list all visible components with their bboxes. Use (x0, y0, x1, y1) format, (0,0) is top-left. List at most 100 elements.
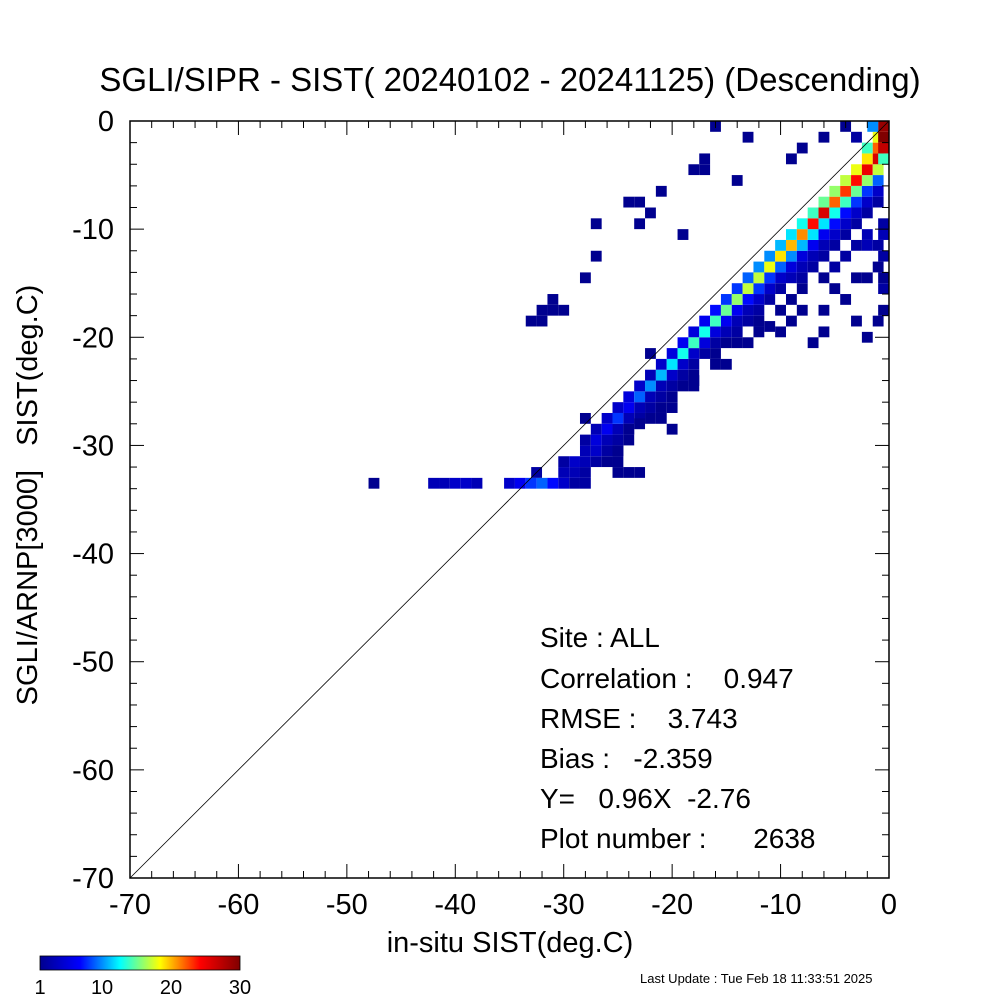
heatmap-cell (753, 283, 765, 295)
heatmap-cell (753, 315, 765, 327)
heatmap-cell (796, 142, 808, 154)
heatmap-cell (731, 175, 743, 186)
heatmap-cell (764, 250, 776, 262)
chart-title: SGLI/SIPR - SIST( 20240102 - 20241125) (… (99, 61, 920, 98)
heatmap-cell (677, 348, 689, 359)
heatmap-cell (775, 304, 786, 316)
heatmap-cell (829, 261, 841, 273)
heatmap-cell (688, 369, 700, 381)
x-axis-label: in-situ SIST(deg.C) (387, 927, 634, 959)
heatmap-cell (861, 331, 873, 343)
heatmap-cell (634, 391, 646, 403)
heatmap-cell (645, 369, 656, 381)
heatmap-cell (878, 250, 889, 262)
heatmap-cell (872, 196, 884, 208)
heatmap-cell (623, 196, 635, 208)
stat-plot-number: Plot number : 2638 (540, 823, 816, 854)
heatmap-cell (872, 261, 884, 273)
y-tick-label: -50 (72, 647, 114, 679)
heatmap-cell (785, 315, 797, 327)
heatmap-cell (785, 250, 797, 262)
heatmap-cell (807, 250, 819, 262)
heatmap-cell (368, 477, 380, 489)
heatmap-cell (796, 239, 808, 251)
colorbar-tick-label: 20 (160, 977, 182, 999)
heatmap-cell (579, 434, 591, 446)
heatmap-cell (655, 358, 667, 370)
heatmap-cell (861, 229, 873, 240)
heatmap-cell (623, 402, 635, 413)
heatmap-cell (861, 164, 873, 176)
heatmap-cell (590, 434, 602, 446)
heatmap-cell (699, 315, 711, 327)
heatmap-cell (688, 348, 700, 359)
heatmap-cell (764, 294, 776, 305)
heatmap-cell (590, 423, 602, 435)
heatmap-cell (666, 423, 678, 435)
heatmap-cell (818, 218, 830, 230)
heatmap-cell (742, 304, 754, 316)
major-ticks (129, 120, 890, 879)
heatmap-cell (634, 196, 646, 208)
x-tick-label: -50 (326, 889, 368, 921)
heatmap-cell (764, 261, 776, 273)
heatmap-cell (829, 283, 841, 295)
heatmap-cell (525, 315, 537, 327)
heatmap-cell (775, 272, 786, 284)
heatmap-cell (840, 207, 852, 219)
heatmap-cell (710, 304, 721, 316)
heatmap-cell (796, 261, 808, 273)
heatmap-cell (710, 358, 721, 370)
heatmap-cell (807, 218, 819, 230)
heatmap-cell (867, 121, 879, 132)
heatmap-cell (753, 294, 765, 305)
heatmap-cell (666, 391, 678, 403)
heatmap-cell (878, 218, 889, 230)
heatmap-cell (796, 304, 808, 316)
heatmap-cell (872, 239, 884, 251)
heatmap-cell (590, 218, 602, 230)
stat-site: Site : ALL (540, 622, 660, 653)
heatmap-cell (601, 456, 613, 468)
heatmap-cell (677, 229, 689, 240)
heatmap-cell (878, 142, 889, 154)
heatmap-cell (742, 315, 754, 327)
heatmap-cell (558, 456, 570, 468)
heatmap-cell (449, 477, 461, 489)
colorbar-tick-labels: 1 10 20 30 (34, 977, 251, 999)
heatmap-cell (720, 337, 732, 349)
heatmap-cell (536, 477, 548, 489)
heatmap-cell (471, 477, 483, 489)
heatmap-cell (829, 239, 841, 251)
y-tick-labels: 0 -10 -20 -30 -40 -50 -60 -70 (72, 106, 114, 895)
heatmap-cell (634, 380, 646, 392)
heatmap-cell (677, 369, 689, 381)
heatmap-cell (807, 337, 819, 349)
heatmap-cell (536, 304, 548, 316)
stat-rmse: RMSE : 3.743 (540, 703, 738, 734)
heatmap-cells (368, 121, 889, 489)
heatmap-cell (775, 239, 786, 251)
heatmap-cell (861, 142, 873, 154)
heatmap-cell (579, 445, 591, 457)
heatmap-cell (878, 229, 889, 240)
heatmap-cell (645, 348, 656, 359)
heatmap-cell (699, 326, 711, 338)
heatmap-cell (504, 477, 515, 489)
heatmap-cell (861, 153, 873, 165)
heatmap-cell (612, 412, 624, 424)
heatmap-cell (677, 380, 689, 392)
heatmap-cell (818, 196, 830, 208)
heatmap-cell (623, 423, 635, 435)
x-tick-label: -40 (434, 889, 476, 921)
heatmap-cell (872, 185, 884, 197)
heatmap-cell (840, 196, 852, 208)
heatmap-cell (851, 175, 862, 186)
heatmap-cell (579, 467, 591, 478)
heatmap-cell (807, 261, 819, 273)
heatmap-cell (840, 218, 852, 230)
heatmap-cell (829, 185, 841, 197)
stat-correlation: Correlation : 0.947 (540, 663, 794, 694)
heatmap-cell (807, 239, 819, 251)
heatmap-cell (807, 207, 819, 219)
